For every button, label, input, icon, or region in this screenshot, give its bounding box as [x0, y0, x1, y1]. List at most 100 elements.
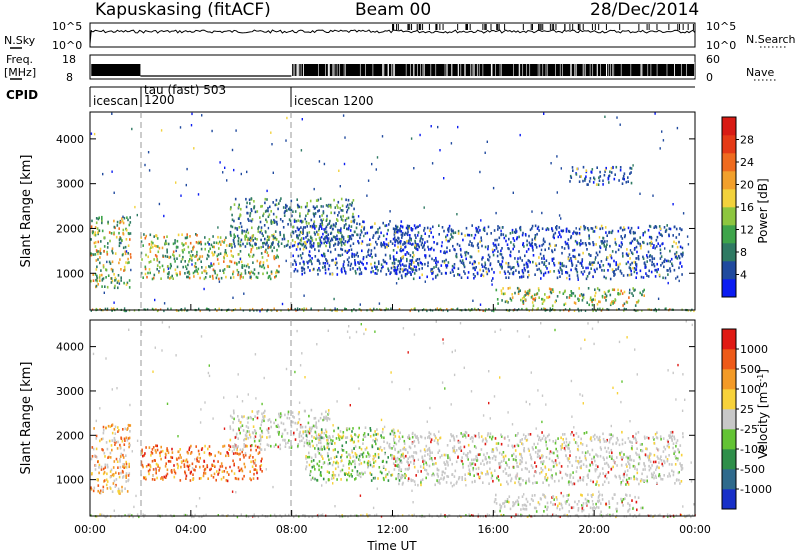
heat-cell [517, 262, 519, 266]
heat-cell [186, 271, 189, 274]
heat-cell [239, 431, 241, 435]
heat-cell [283, 237, 286, 241]
heat-cell [577, 278, 579, 281]
heat-cell [334, 307, 336, 310]
heat-cell [332, 439, 334, 443]
heat-cell [196, 234, 198, 237]
heat-cell [657, 457, 659, 460]
heat-cell [430, 268, 432, 271]
heat-cell [230, 224, 232, 228]
heat-cell [357, 255, 359, 258]
heat-cell [669, 249, 671, 253]
heat-cell [229, 243, 231, 246]
heat-cell [268, 213, 271, 217]
heat-cell [518, 308, 520, 311]
heat-cell [232, 270, 235, 274]
heat-cell [200, 260, 202, 263]
heat-cell [318, 242, 320, 245]
heat-cell [311, 435, 313, 438]
heat-cell [662, 139, 665, 142]
heat-cell [488, 269, 490, 273]
heat-cell [244, 269, 247, 272]
heat-cell [452, 308, 454, 311]
heat-cell [330, 206, 332, 209]
heat-cell [297, 236, 299, 240]
heat-cell [296, 422, 299, 425]
heat-cell [378, 235, 381, 238]
heat-cell [542, 254, 545, 258]
heat-cell [539, 269, 542, 273]
heat-cell [102, 472, 105, 476]
heat-cell [617, 263, 619, 267]
heat-cell [251, 431, 254, 434]
heat-cell [425, 476, 427, 480]
heat-cell [160, 457, 162, 461]
heat-cell [185, 267, 188, 271]
heat-cell [565, 242, 567, 246]
heat-cell [238, 453, 240, 456]
heat-cell [543, 263, 545, 266]
heat-cell [472, 273, 475, 276]
heat-cell [600, 224, 603, 228]
heat-cell [635, 265, 638, 268]
heat-cell [176, 462, 179, 466]
heat-cell [349, 244, 352, 248]
heat-cell [646, 436, 648, 439]
heat-cell [479, 268, 481, 272]
heat-cell [437, 125, 439, 129]
heat-cell [632, 294, 634, 297]
heat-cell [556, 295, 559, 298]
heat-cell [604, 292, 607, 296]
heat-cell [334, 467, 337, 471]
heat-cell [580, 293, 583, 296]
heat-cell [581, 259, 583, 263]
heat-cell [369, 429, 372, 432]
heat-cell [107, 242, 109, 245]
heat-cell [118, 231, 120, 235]
heat-cell [99, 279, 101, 282]
heat-cell [663, 226, 666, 229]
heat-cell [285, 442, 287, 445]
heat-cell [213, 253, 215, 256]
heat-cell [260, 238, 262, 242]
heat-cell [402, 255, 405, 258]
heat-cell [659, 227, 662, 230]
heat-cell [96, 274, 98, 278]
heat-cell [573, 230, 575, 234]
heat-cell [357, 439, 360, 443]
heat-cell [118, 282, 121, 285]
heat-cell [377, 228, 379, 231]
heat-cell [575, 173, 578, 176]
heat-cell [545, 444, 548, 447]
heat-cell [618, 443, 621, 447]
heat-cell [111, 473, 114, 477]
heat-cell [517, 257, 519, 260]
heat-cell [589, 177, 592, 180]
heat-cell [480, 274, 482, 277]
heat-cell [122, 215, 124, 218]
heat-cell [280, 242, 283, 245]
heat-cell [215, 478, 217, 482]
heat-cell [572, 482, 575, 485]
heat-cell [383, 241, 385, 244]
heat-cell [221, 240, 224, 243]
heat-cell [337, 461, 339, 465]
heat-cell [634, 304, 637, 307]
heat-cell [533, 293, 536, 297]
heat-cell [318, 468, 320, 472]
heat-cell [401, 236, 403, 239]
heat-cell [365, 446, 368, 450]
heat-cell [531, 246, 534, 249]
heat-cell [499, 263, 501, 266]
heat-cell [312, 212, 315, 215]
heat-cell [414, 239, 416, 243]
heat-cell [253, 268, 256, 271]
heat-cell [383, 447, 386, 450]
heat-cell [187, 275, 189, 279]
heat-cell [500, 253, 503, 256]
heat-cell [490, 232, 492, 235]
heat-cell [117, 274, 120, 277]
heat-cell [247, 217, 249, 221]
heat-cell [563, 264, 565, 268]
heat-cell [609, 244, 611, 248]
